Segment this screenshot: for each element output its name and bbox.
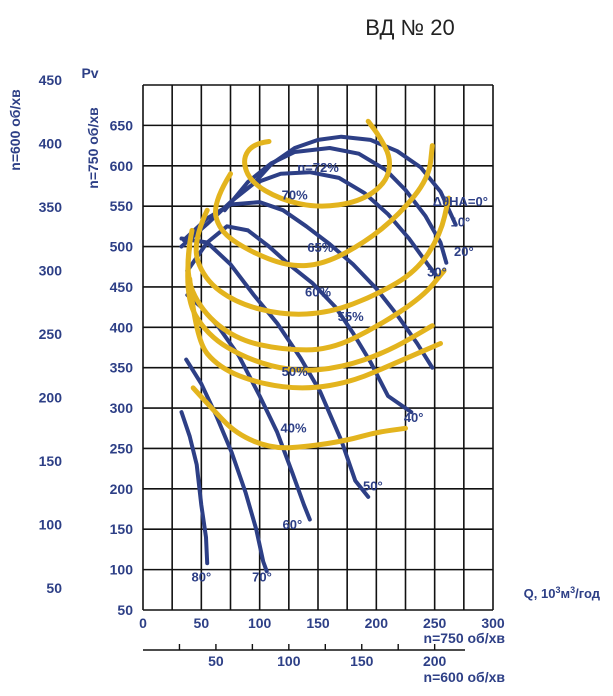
y-axis-label-n600: n=600 об/хв	[7, 89, 23, 171]
x-axis-label-n750: n=750 об/хв	[424, 630, 506, 646]
y-tick-label-n600: 100	[39, 517, 63, 533]
x-tick-label-n600: 100	[277, 653, 301, 669]
y-tick-label-pv: 450	[110, 279, 134, 295]
y-tick-label-pv: 200	[110, 481, 134, 497]
x-unit-sup2: 3	[570, 585, 575, 595]
curve-label: 70%	[282, 188, 308, 203]
x-axis-unit-label: Q, 103м3/год	[524, 585, 601, 601]
x-axis-label-n600: n=600 об/хв	[424, 669, 506, 685]
y-tick-label-pv: 350	[110, 360, 134, 376]
y-tick-label-pv: 400	[110, 319, 134, 335]
x-unit-prefix: Q, 10	[524, 586, 556, 601]
x-tick-label-n750: 150	[306, 615, 330, 631]
x-tick-label-n750: 0	[139, 615, 147, 631]
chart-title: ВД № 20	[365, 15, 454, 40]
curve-label: 65%	[307, 240, 333, 255]
blade-curve-70	[184, 357, 269, 574]
y-tick-label-pv: 550	[110, 198, 134, 214]
curve-label: 50%	[282, 364, 308, 379]
efficiency-curve-70	[212, 143, 435, 269]
y-tick-label-pv: 650	[110, 117, 134, 133]
x-unit-mid: м	[560, 586, 570, 601]
curve-label: η=72%	[297, 160, 339, 175]
efficiency-curve-72	[242, 118, 392, 209]
x-unit-sup1: 3	[555, 585, 560, 595]
y-tick-label-n600: 150	[39, 453, 63, 469]
x-tick-label-n750: 100	[248, 615, 272, 631]
y-tick-label-n600: 200	[39, 390, 63, 406]
blade-curve-30	[181, 200, 435, 370]
curve-labels: ΔθНА=0° 10° 20° 30° 40° 50° 60° 70° 80° η=72% 70% 6…	[191, 160, 487, 585]
curve-label: 70°	[252, 570, 272, 585]
blade-curve-10	[222, 146, 449, 265]
curve-label: 30°	[427, 264, 447, 279]
y-tick-label-n600: 400	[39, 136, 63, 152]
efficiency-curve-50	[187, 276, 443, 391]
x-tick-label-n600: 50	[208, 653, 224, 669]
y-tick-label-n600: 50	[46, 580, 62, 596]
efficiency-curve-65	[193, 195, 452, 317]
tick-labels: 5010015020025030035040045050055060065050…	[39, 72, 505, 669]
curve-label: 55%	[338, 309, 364, 324]
blade-curve-50	[179, 236, 371, 499]
x-tick-label-n750: 200	[365, 615, 389, 631]
y-tick-label-n600: 250	[39, 326, 63, 342]
y-tick-label-n600: 450	[39, 72, 63, 88]
x-tick-label-n750: 300	[481, 615, 505, 631]
curve-label: ΔθНА=0°	[433, 194, 488, 209]
y-tick-label-pv: 250	[110, 440, 134, 456]
y-tick-label-n600: 300	[39, 263, 63, 279]
efficiency-curve-60	[185, 227, 447, 353]
y-tick-label-pv: 600	[110, 158, 134, 174]
y-tick-label-pv: 500	[110, 239, 134, 255]
curve-label: 40%	[280, 420, 306, 435]
y-tick-label-n600: 350	[39, 199, 63, 215]
blade-curve-80	[179, 410, 210, 566]
y-axis-label-n750: n=750 об/хв	[85, 107, 101, 189]
x-unit-suffix: /год	[575, 586, 601, 601]
y-axis-label-pv: Pv	[81, 65, 98, 81]
x-tick-label-n600: 200	[423, 653, 447, 669]
curve-label: 80°	[191, 570, 211, 585]
curve-label: 10°	[450, 214, 470, 229]
curve-label: 60°	[282, 517, 302, 532]
curve-label: 20°	[454, 244, 474, 259]
y-tick-label-pv: 100	[110, 562, 134, 578]
efficiency-curve-40	[190, 385, 408, 451]
x-tick-label-n750: 250	[423, 615, 447, 631]
curve-label: 40°	[404, 410, 424, 425]
curve-label: 50°	[363, 478, 383, 493]
curve-label: 60%	[305, 285, 331, 300]
y-tick-label-pv: 300	[110, 400, 134, 416]
x-tick-label-n600: 150	[350, 653, 374, 669]
y-tick-label-pv: 150	[110, 521, 134, 537]
x-tick-label-n750: 50	[194, 615, 210, 631]
y-tick-label-pv: 50	[117, 602, 133, 618]
efficiency-curves	[185, 118, 452, 451]
